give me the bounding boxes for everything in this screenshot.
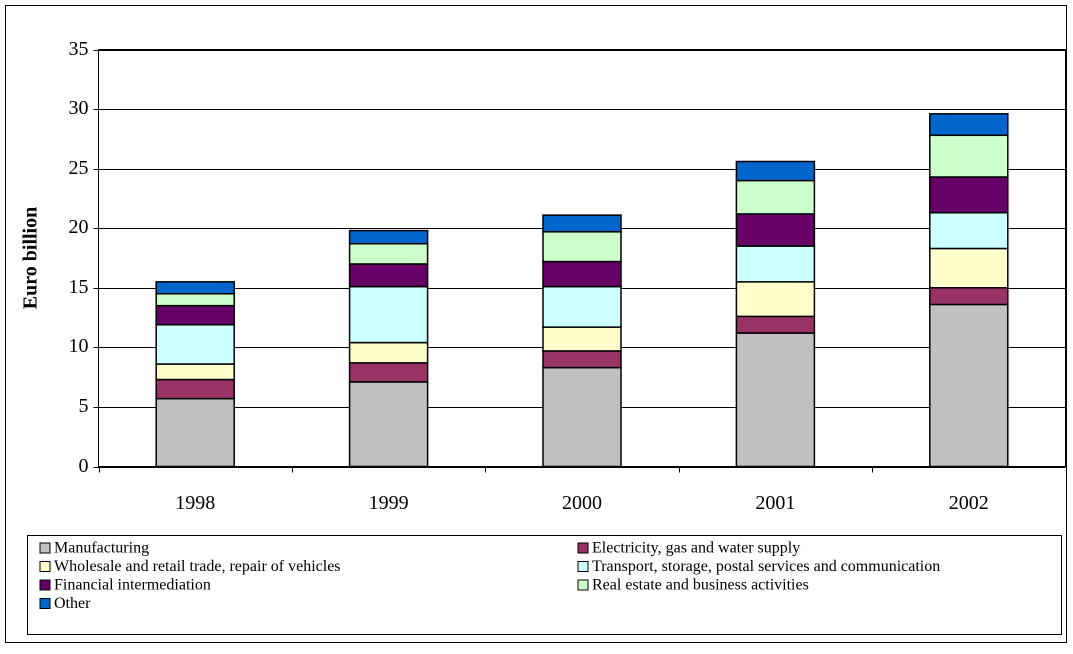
legend-swatch: [39, 598, 51, 609]
legend-swatch: [577, 579, 589, 591]
legend-label: Wholesale and retail trade, repair of ve…: [54, 558, 341, 575]
bar-segment: [155, 292, 235, 307]
bar-segment: [155, 304, 235, 326]
y-tick-label: 10: [69, 335, 89, 357]
legend-swatch: [577, 542, 589, 554]
bar-segment: [735, 245, 816, 283]
legend-swatch: [577, 561, 589, 572]
legend-swatch: [39, 579, 51, 591]
bar-segment: [542, 366, 622, 468]
y-tick-label: 30: [69, 97, 89, 119]
x-tick-label: 1999: [369, 492, 409, 514]
x-tick-label: 1998: [175, 492, 215, 514]
y-tick-label: 0: [79, 455, 89, 477]
bar-segment: [735, 213, 816, 247]
y-tick-label: 25: [69, 157, 89, 179]
bar-segment: [155, 363, 235, 381]
legend-label: Financial intermediation: [54, 577, 211, 594]
x-tick-label: 2000: [562, 492, 602, 514]
bar-segment: [735, 281, 816, 318]
bar-segment: [348, 242, 429, 265]
bar-segment: [348, 381, 429, 468]
bar-segment: [542, 231, 622, 263]
y-tick-label: 15: [69, 276, 89, 298]
bar-segment: [348, 285, 429, 344]
bar-segment: [542, 214, 622, 233]
y-tick-label: 5: [79, 395, 89, 417]
bar-segment: [348, 229, 429, 245]
legend-label: Electricity, gas and water supply: [592, 540, 800, 557]
legend-label: Manufacturing: [54, 540, 149, 557]
bar-segment: [929, 113, 1009, 137]
bar-segment: [929, 211, 1009, 250]
legend-label: Transport, storage, postal services and …: [592, 558, 940, 575]
bar-segment: [929, 134, 1009, 178]
bar-segment: [348, 362, 429, 383]
bar-segment: [735, 160, 816, 182]
bar-segment: [155, 397, 235, 468]
bar-segment: [348, 263, 429, 288]
y-tick-label: 20: [69, 216, 89, 238]
bar-segment: [155, 323, 235, 365]
x-tick-label: 2002: [949, 492, 989, 514]
bar-segment: [929, 247, 1009, 289]
legend-label: Real estate and business activities: [592, 577, 809, 594]
bar-segment: [929, 303, 1009, 468]
legend-swatch: [39, 561, 51, 572]
bar-segment: [542, 285, 622, 328]
bar-segment: [735, 315, 816, 334]
legend-swatch: [39, 542, 51, 554]
legend-border: [27, 535, 1062, 635]
bar-segment: [735, 332, 816, 468]
y-tick-label: 35: [69, 38, 89, 60]
bar-segment: [542, 350, 622, 369]
y-axis-label: Euro billion: [20, 207, 42, 309]
bar-segment: [155, 281, 235, 295]
bar-segment: [929, 176, 1009, 214]
bar-segment: [348, 341, 429, 364]
bar-segment: [542, 260, 622, 288]
bar-segment: [155, 378, 235, 400]
legend-label: Other: [54, 595, 91, 612]
bar-segment: [542, 326, 622, 352]
bar-segment: [929, 287, 1009, 306]
bar-segment: [735, 179, 816, 215]
x-tick-label: 2001: [755, 492, 795, 514]
